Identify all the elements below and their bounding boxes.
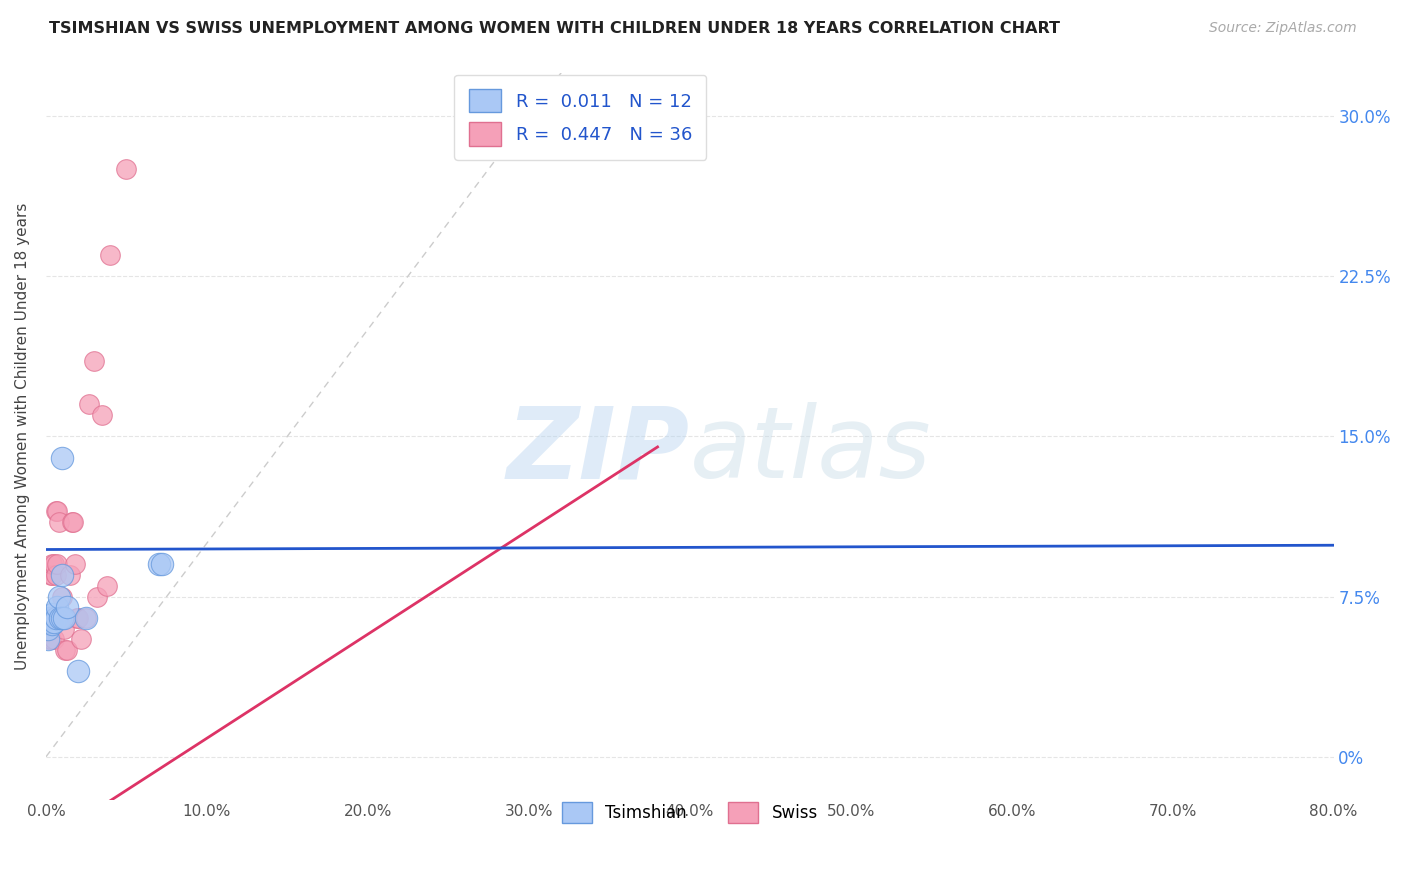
- Point: [37, 622, 59, 636]
- Point: [56, 600, 79, 615]
- Point: [53, 643, 76, 657]
- Legend: Tsimshian, Swiss: Tsimshian, Swiss: [550, 790, 830, 835]
- Point: [45, 568, 67, 582]
- Point: [42, 558, 65, 572]
- Point: [86, 590, 108, 604]
- Point: [41, 607, 63, 621]
- Point: [51, 450, 73, 465]
- Point: [48, 611, 70, 625]
- Point: [67, 665, 90, 679]
- Point: [52, 611, 75, 625]
- Point: [59, 568, 82, 582]
- Point: [98, 247, 121, 261]
- Point: [67, 611, 90, 625]
- Text: TSIMSHIAN VS SWISS UNEMPLOYMENT AMONG WOMEN WITH CHILDREN UNDER 18 YEARS CORRELA: TSIMSHIAN VS SWISS UNEMPLOYMENT AMONG WO…: [49, 21, 1060, 36]
- Point: [37, 622, 59, 636]
- Point: [46, 504, 69, 518]
- Point: [51, 611, 73, 625]
- Point: [41, 617, 63, 632]
- Point: [37, 632, 59, 647]
- Point: [96, 579, 118, 593]
- Point: [70, 632, 93, 647]
- Point: [91, 408, 114, 422]
- Point: [115, 162, 138, 177]
- Point: [39, 615, 62, 629]
- Point: [42, 632, 65, 647]
- Point: [65, 611, 87, 625]
- Y-axis label: Unemployment Among Women with Children Under 18 years: Unemployment Among Women with Children U…: [15, 202, 30, 670]
- Point: [37, 615, 59, 629]
- Point: [63, 558, 86, 572]
- Point: [75, 611, 97, 625]
- Point: [83, 354, 105, 368]
- Text: atlas: atlas: [690, 402, 931, 500]
- Point: [75, 611, 97, 625]
- Point: [48, 515, 70, 529]
- Point: [52, 622, 75, 636]
- Point: [38, 611, 60, 625]
- Point: [46, 558, 69, 572]
- Point: [42, 615, 65, 629]
- Point: [62, 515, 84, 529]
- Point: [39, 568, 62, 582]
- Point: [38, 611, 60, 625]
- Point: [150, 558, 173, 572]
- Point: [46, 600, 69, 615]
- Point: [79, 397, 101, 411]
- Point: [39, 632, 62, 647]
- Point: [39, 611, 62, 625]
- Point: [37, 611, 59, 625]
- Point: [56, 643, 79, 657]
- Point: [41, 568, 63, 582]
- Point: [51, 568, 73, 582]
- Point: [41, 558, 63, 572]
- Point: [45, 611, 67, 625]
- Point: [148, 558, 170, 572]
- Point: [45, 504, 67, 518]
- Point: [49, 611, 72, 625]
- Point: [60, 515, 83, 529]
- Point: [49, 611, 72, 625]
- Point: [48, 590, 70, 604]
- Point: [37, 632, 59, 647]
- Text: Source: ZipAtlas.com: Source: ZipAtlas.com: [1209, 21, 1357, 35]
- Point: [51, 590, 73, 604]
- Text: ZIP: ZIP: [506, 402, 690, 500]
